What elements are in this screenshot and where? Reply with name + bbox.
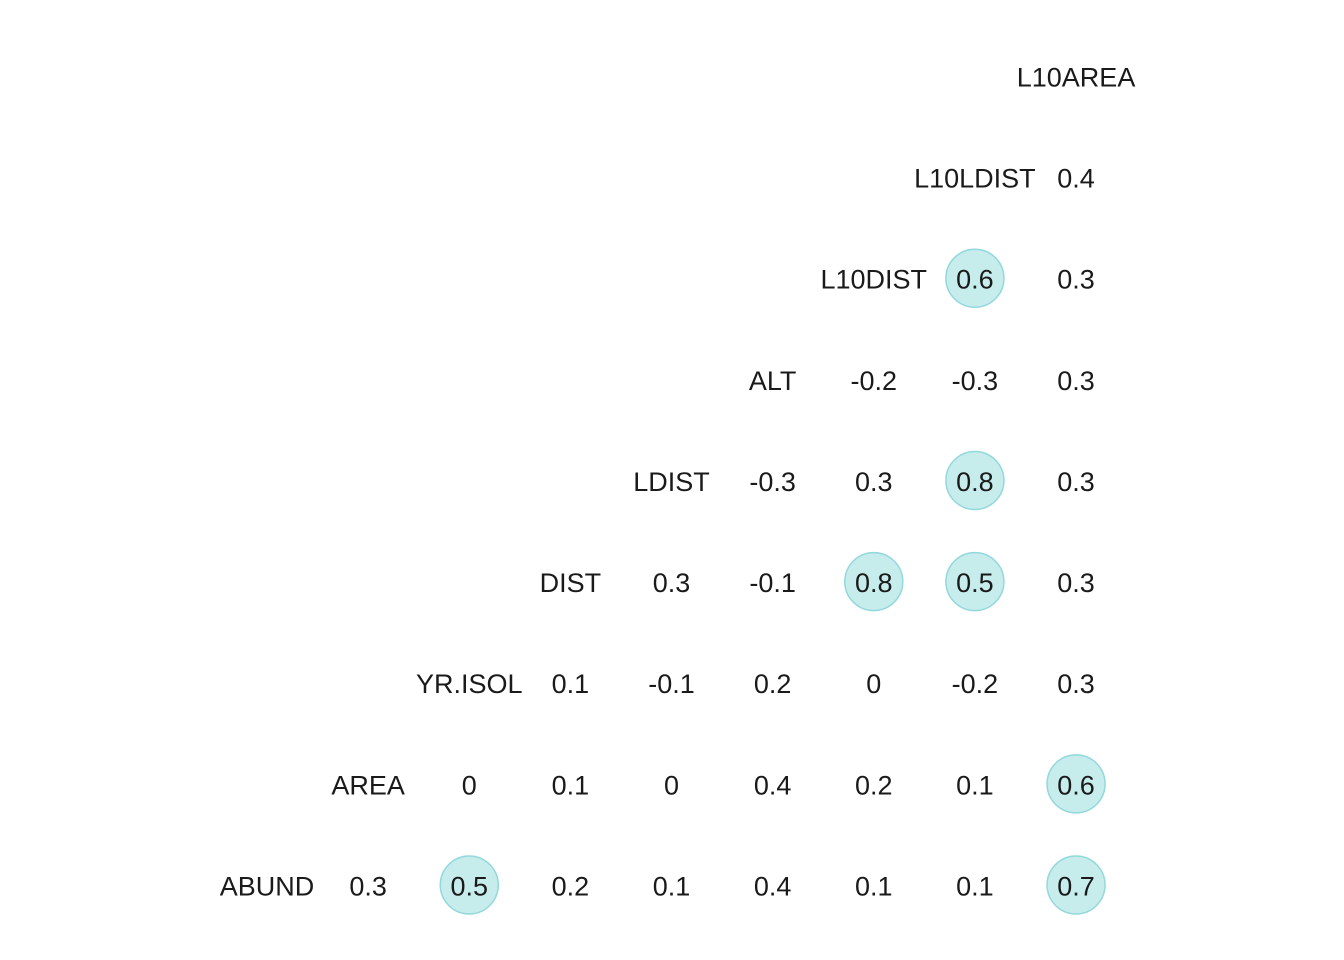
- correlation-value-dist-l10dist: 0.8: [855, 568, 893, 598]
- correlation-value-yr-isol-l10dist: 0: [866, 669, 881, 699]
- correlation-value-ldist-l10area: 0.3: [1057, 467, 1095, 497]
- correlation-value-yr-isol-alt: 0.2: [754, 669, 792, 699]
- correlation-value-abund-alt: 0.4: [754, 871, 792, 901]
- correlation-value-l10ldist-l10area: 0.4: [1057, 164, 1095, 194]
- correlation-value-abund-yr-isol: 0.5: [450, 871, 488, 901]
- variable-label-yr-isol: YR.ISOL: [416, 669, 523, 699]
- highlight-layer: [439, 248, 1106, 915]
- correlation-value-dist-ldist: 0.3: [653, 568, 691, 598]
- correlation-value-ldist-l10ldist: 0.8: [956, 467, 994, 497]
- correlation-value-area-l10area: 0.6: [1057, 770, 1095, 800]
- correlation-value-area-yr-isol: 0: [462, 770, 477, 800]
- correlation-value-area-l10ldist: 0.1: [956, 770, 994, 800]
- highlight-circle-abund-l10area: [1046, 855, 1106, 915]
- variable-label-l10ldist: L10LDIST: [914, 164, 1036, 194]
- correlation-value-abund-l10area: 0.7: [1057, 871, 1095, 901]
- correlation-value-abund-dist: 0.2: [552, 871, 590, 901]
- correlation-value-l10dist-l10ldist: 0.6: [956, 265, 994, 295]
- correlation-value-ldist-alt: -0.3: [749, 467, 796, 497]
- correlation-value-abund-l10ldist: 0.1: [956, 871, 994, 901]
- highlight-circle-l10dist-l10ldist: [945, 248, 1005, 308]
- correlation-value-dist-alt: -0.1: [749, 568, 796, 598]
- correlation-value-yr-isol-dist: 0.1: [552, 669, 590, 699]
- highlight-circle-dist-l10dist: [844, 551, 904, 612]
- correlation-value-area-alt: 0.4: [754, 770, 792, 800]
- variable-label-ldist: LDIST: [633, 467, 710, 497]
- correlation-value-yr-isol-l10ldist: -0.2: [952, 669, 999, 699]
- correlation-value-yr-isol-ldist: -0.1: [648, 669, 695, 699]
- correlation-value-abund-ldist: 0.1: [653, 871, 691, 901]
- variable-label-alt: ALT: [749, 366, 797, 396]
- correlation-value-alt-l10dist: -0.2: [851, 366, 898, 396]
- correlation-value-yr-isol-l10area: 0.3: [1057, 669, 1095, 699]
- correlation-value-abund-l10dist: 0.1: [855, 871, 893, 901]
- correlation-value-abund-area: 0.3: [349, 871, 387, 901]
- variable-label-area: AREA: [331, 770, 405, 800]
- correlation-value-alt-l10ldist: -0.3: [952, 366, 999, 396]
- correlation-value-dist-l10area: 0.3: [1057, 568, 1095, 598]
- highlight-circle-dist-l10ldist: [945, 551, 1005, 612]
- label-layer: ABUND 0.3 0.5 0.2 0.1 0.4 0.1 0.1 0.7 AREA 0 0.1 0 0.…: [220, 62, 1136, 901]
- highlight-circle-abund-yr-isol: [439, 855, 500, 915]
- variable-label-l10dist: L10DIST: [820, 265, 927, 295]
- highlight-circle-area-l10area: [1046, 754, 1106, 814]
- correlation-value-dist-l10ldist: 0.5: [956, 568, 994, 598]
- correlation-value-ldist-l10dist: 0.3: [855, 467, 893, 497]
- correlation-value-area-dist: 0.1: [552, 770, 590, 800]
- variable-label-dist: DIST: [540, 568, 602, 598]
- correlation-value-alt-l10area: 0.3: [1057, 366, 1095, 396]
- correlation-value-area-ldist: 0: [664, 770, 679, 800]
- variable-label-l10area: L10AREA: [1017, 62, 1136, 92]
- correlation-value-l10dist-l10area: 0.3: [1057, 265, 1095, 295]
- highlight-circle-ldist-l10ldist: [945, 450, 1005, 511]
- variable-label-abund: ABUND: [220, 871, 315, 901]
- correlation-value-area-l10dist: 0.2: [855, 770, 893, 800]
